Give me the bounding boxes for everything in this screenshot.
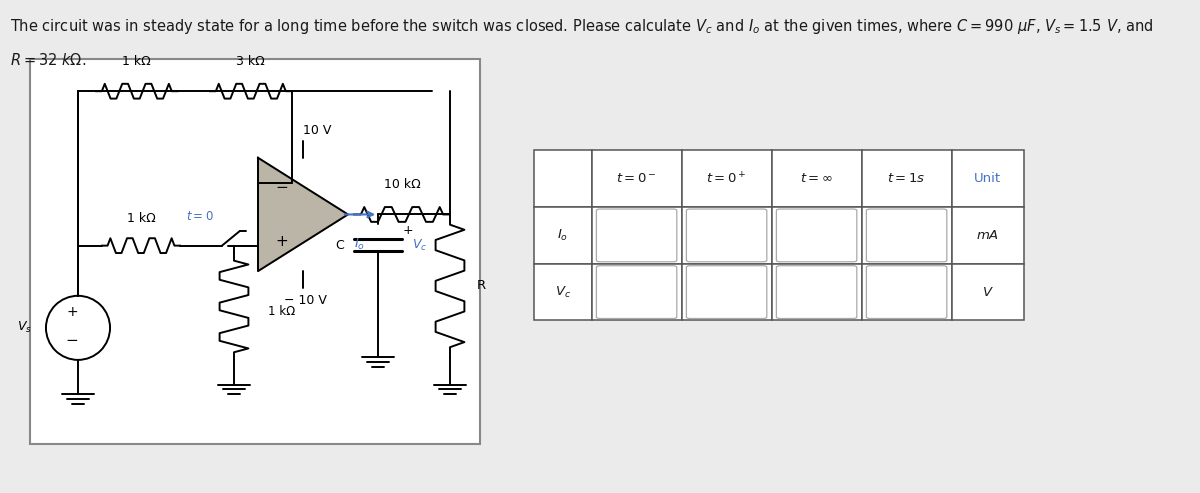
Text: $t=1s$: $t=1s$: [887, 172, 926, 185]
Text: 10 kΩ: 10 kΩ: [384, 178, 420, 191]
FancyBboxPatch shape: [30, 59, 480, 444]
Text: $I_o$: $I_o$: [354, 237, 366, 251]
Bar: [952, 264, 1024, 320]
Text: $V_c$: $V_c$: [554, 284, 571, 300]
Text: $t=0^+$: $t=0^+$: [707, 171, 746, 186]
FancyBboxPatch shape: [596, 266, 677, 318]
Bar: [534, 207, 592, 264]
Text: 1 kΩ: 1 kΩ: [127, 212, 155, 225]
FancyBboxPatch shape: [866, 266, 947, 318]
Text: −: −: [276, 180, 288, 195]
Bar: [534, 264, 592, 320]
FancyBboxPatch shape: [686, 209, 767, 262]
Bar: [952, 207, 1024, 264]
Text: +: +: [276, 234, 288, 249]
Text: $t=0^-$: $t=0^-$: [617, 172, 656, 185]
Bar: [592, 264, 682, 320]
Bar: [682, 150, 772, 207]
Bar: [862, 207, 952, 264]
FancyBboxPatch shape: [866, 209, 947, 262]
FancyBboxPatch shape: [776, 266, 857, 318]
Bar: [772, 264, 862, 320]
Text: Unit: Unit: [974, 172, 1001, 185]
Text: $V_c$: $V_c$: [412, 238, 427, 253]
Bar: [682, 264, 772, 320]
Bar: [952, 150, 1024, 207]
Bar: [592, 150, 682, 207]
Text: $V_s$: $V_s$: [18, 320, 32, 335]
Text: $V$: $V$: [982, 285, 994, 299]
Text: $t = 0$: $t = 0$: [186, 210, 214, 222]
Bar: [592, 207, 682, 264]
Text: 3 kΩ: 3 kΩ: [236, 55, 265, 68]
Bar: [862, 150, 952, 207]
Text: 1 kΩ: 1 kΩ: [268, 305, 295, 318]
Text: +: +: [403, 224, 413, 237]
Text: C: C: [336, 239, 344, 252]
FancyBboxPatch shape: [776, 209, 857, 262]
Text: +: +: [66, 305, 78, 319]
Text: The circuit was in steady state for a long time before the switch was closed. Pl: The circuit was in steady state for a lo…: [10, 17, 1153, 36]
Text: $R = 32~k\Omega$.: $R = 32~k\Omega$.: [10, 52, 86, 68]
Text: 10 V: 10 V: [304, 124, 331, 137]
Bar: [534, 150, 592, 207]
Polygon shape: [258, 158, 348, 271]
Bar: [862, 264, 952, 320]
Text: R: R: [476, 280, 486, 292]
Text: − 10 V: − 10 V: [284, 294, 326, 307]
Bar: [772, 150, 862, 207]
Text: 1 kΩ: 1 kΩ: [122, 55, 151, 68]
Bar: [772, 207, 862, 264]
Text: $t=\infty$: $t=\infty$: [800, 172, 833, 185]
Text: −: −: [66, 333, 78, 348]
Bar: [682, 207, 772, 264]
FancyBboxPatch shape: [686, 266, 767, 318]
Text: $I_o$: $I_o$: [557, 228, 569, 243]
FancyBboxPatch shape: [596, 209, 677, 262]
Text: $mA$: $mA$: [976, 229, 1000, 242]
